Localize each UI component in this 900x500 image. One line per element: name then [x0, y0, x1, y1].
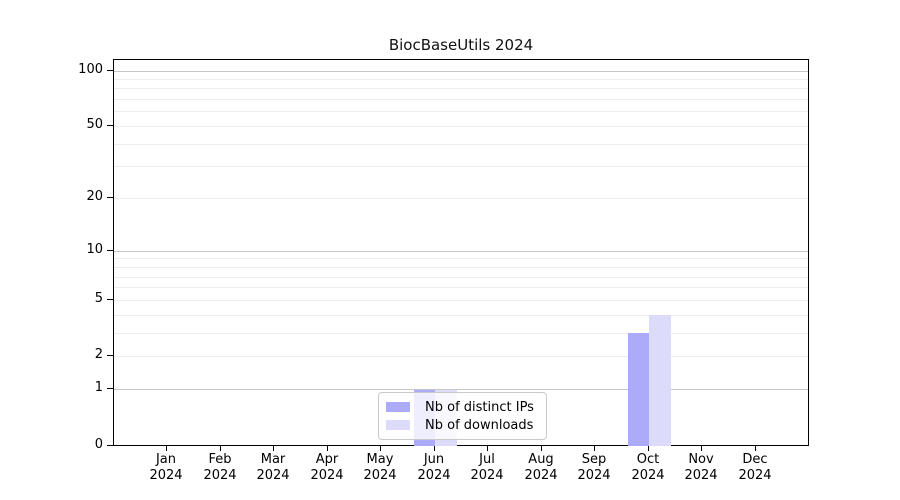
- x-tick-mark: [380, 446, 381, 451]
- gridline-minor: [114, 277, 808, 278]
- x-tick-month: May: [366, 452, 394, 467]
- x-tick-year: 2024: [310, 468, 344, 483]
- legend-item-distinct-ips: Nb of distinct IPs: [386, 398, 534, 416]
- gridline-minor: [114, 111, 808, 112]
- gridline-minor: [114, 126, 808, 127]
- gridline-minor: [114, 198, 808, 199]
- gridline-minor: [114, 79, 808, 80]
- legend-swatch-downloads: [386, 420, 410, 430]
- gridline-minor: [114, 166, 808, 167]
- x-tick-mark: [327, 446, 328, 451]
- y-tick-mark: [107, 125, 113, 126]
- gridline-minor: [114, 356, 808, 357]
- x-tick-year: 2024: [363, 468, 397, 483]
- legend: Nb of distinct IPs Nb of downloads: [378, 392, 547, 440]
- x-tick-month: Jun: [423, 452, 445, 467]
- y-tick-label: 1: [94, 380, 103, 395]
- x-tick-mark: [701, 446, 702, 451]
- x-tick-label: Aug 2024: [511, 452, 571, 484]
- gridline-minor: [114, 315, 808, 316]
- y-tick-mark: [107, 388, 113, 389]
- legend-item-downloads: Nb of downloads: [386, 416, 534, 434]
- gridline-minor: [114, 88, 808, 89]
- x-tick-label: Jun 2024: [404, 452, 464, 484]
- x-tick-year: 2024: [738, 468, 772, 483]
- x-tick-mark: [487, 446, 488, 451]
- chart-title: BiocBaseUtils 2024: [388, 36, 534, 54]
- y-tick-label: 100: [78, 62, 103, 77]
- x-tick-mark: [220, 446, 221, 451]
- legend-label-downloads: Nb of downloads: [425, 417, 534, 433]
- x-tick-month: Aug: [528, 452, 554, 467]
- gridline-minor: [114, 287, 808, 288]
- legend-swatch-distinct-ips: [386, 402, 410, 412]
- legend-label-distinct-ips: Nb of distinct IPs: [425, 399, 534, 415]
- gridline-minor: [114, 144, 808, 145]
- gridline-minor: [114, 267, 808, 268]
- y-tick-mark: [107, 197, 113, 198]
- x-tick-mark: [273, 446, 274, 451]
- x-tick-mark: [541, 446, 542, 451]
- bar-nb-of-downloads-oct: [649, 315, 671, 446]
- x-tick-year: 2024: [149, 468, 183, 483]
- x-tick-month: Oct: [636, 452, 660, 467]
- x-tick-year: 2024: [470, 468, 504, 483]
- x-tick-mark: [434, 446, 435, 451]
- x-tick-mark: [755, 446, 756, 451]
- y-tick-mark: [107, 299, 113, 300]
- x-tick-label: Nov 2024: [671, 452, 731, 484]
- x-tick-month: Dec: [742, 452, 768, 467]
- plot-area: [113, 59, 809, 446]
- x-tick-mark: [648, 446, 649, 451]
- x-tick-label: Feb 2024: [190, 452, 250, 484]
- x-tick-label: Jul 2024: [457, 452, 517, 484]
- x-tick-year: 2024: [577, 468, 611, 483]
- y-tick-mark: [107, 355, 113, 356]
- x-tick-label: Apr 2024: [297, 452, 357, 484]
- x-tick-year: 2024: [203, 468, 237, 483]
- gridline-major: [114, 389, 808, 390]
- x-tick-label: Sep 2024: [564, 452, 624, 484]
- gridline-minor: [114, 99, 808, 100]
- x-tick-year: 2024: [631, 468, 665, 483]
- gridline-minor: [114, 333, 808, 334]
- gridline-minor: [114, 258, 808, 259]
- x-tick-label: Oct 2024: [618, 452, 678, 484]
- x-tick-year: 2024: [524, 468, 558, 483]
- y-tick-label: 0: [94, 437, 103, 452]
- x-tick-label: Mar 2024: [243, 452, 303, 484]
- gridline-major: [114, 71, 808, 72]
- bar-nb-of-distinct-ips-oct: [628, 333, 650, 446]
- y-tick-mark: [107, 445, 113, 446]
- x-tick-mark: [166, 446, 167, 451]
- y-tick-label: 10: [86, 242, 103, 257]
- x-tick-mark: [594, 446, 595, 451]
- x-tick-month: Feb: [208, 452, 232, 467]
- x-tick-month: Jan: [155, 452, 177, 467]
- y-tick-mark: [107, 250, 113, 251]
- x-tick-label: May 2024: [350, 452, 410, 484]
- y-tick-label: 5: [94, 291, 103, 306]
- gridline-minor: [114, 300, 808, 301]
- x-tick-month: Jul: [479, 452, 495, 467]
- x-tick-year: 2024: [417, 468, 451, 483]
- x-tick-year: 2024: [684, 468, 718, 483]
- y-tick-label: 50: [86, 117, 103, 132]
- gridline-major: [114, 251, 808, 252]
- x-tick-year: 2024: [256, 468, 290, 483]
- y-tick-label: 20: [86, 189, 103, 204]
- x-tick-label: Dec 2024: [725, 452, 785, 484]
- x-tick-month: Mar: [260, 452, 286, 467]
- y-tick-mark: [107, 70, 113, 71]
- x-tick-label: Jan 2024: [136, 452, 196, 484]
- x-tick-month: Sep: [581, 452, 607, 467]
- x-tick-month: Nov: [688, 452, 714, 467]
- x-tick-month: Apr: [315, 452, 339, 467]
- y-tick-label: 2: [94, 347, 103, 362]
